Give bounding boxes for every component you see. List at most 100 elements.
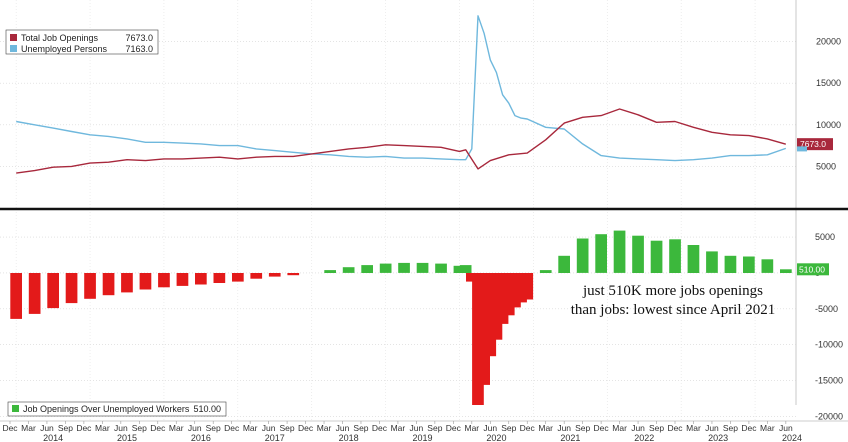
legend-swatch <box>10 45 17 52</box>
bar <box>687 245 700 273</box>
x-month-label: Jun <box>114 423 128 433</box>
x-month-label: Dec <box>224 423 240 433</box>
x-month-label: Jun <box>40 423 54 433</box>
x-month-label: Dec <box>372 423 388 433</box>
bar <box>416 262 429 273</box>
x-month-label: Jun <box>631 423 645 433</box>
x-year-label: 2021 <box>560 433 580 442</box>
top-y-tick-label: 10000 <box>816 120 841 130</box>
x-year-label: 2015 <box>117 433 137 442</box>
x-month-label: Jun <box>779 423 793 433</box>
bottom-legend: Job Openings Over Unemployed Workers 510.… <box>7 401 227 417</box>
x-month-label: Dec <box>150 423 166 433</box>
bottom-y-tick-label: -10000 <box>815 340 843 350</box>
bar <box>28 273 41 314</box>
top-legend: Total Job Openings 7673.0 Unemployed Perso… <box>5 29 159 55</box>
bar <box>459 265 472 273</box>
bar <box>515 273 527 303</box>
bar <box>84 273 96 299</box>
bar <box>232 273 244 282</box>
bottom-panel: 50000-5000-10000-15000-20000 510.00 Job … <box>0 212 843 421</box>
bottom-legend-box <box>7 401 227 417</box>
last-value-marker <box>797 146 807 152</box>
bar <box>176 273 189 286</box>
bar <box>478 273 490 385</box>
bottom-bars <box>10 230 792 405</box>
x-year-label: 2019 <box>413 433 433 442</box>
bar <box>632 235 644 273</box>
bar <box>706 251 718 273</box>
bottom-y-tick-label: -20000 <box>815 411 843 421</box>
bottom-gridlines <box>0 212 796 420</box>
last-value-badge-text: 510.00 <box>799 264 825 274</box>
legend-label: Job Openings Over Unemployed Workers <box>23 404 190 414</box>
bar <box>595 234 607 273</box>
legend-label: Unemployed Persons <box>21 44 108 54</box>
bar <box>490 273 503 340</box>
bar <box>121 273 133 293</box>
bar <box>158 273 170 288</box>
top-y-tick-label: 5000 <box>816 161 836 171</box>
bar <box>743 256 755 273</box>
bar <box>669 239 681 273</box>
top-panel: 5000 10000 15000 20000 7673.0 Total Job Ope… <box>0 0 841 405</box>
annotation-line: just 510K more jobs openings <box>582 283 763 299</box>
bar <box>539 270 552 273</box>
x-month-label: Sep <box>427 423 442 433</box>
x-month-label: Mar <box>21 423 36 433</box>
x-month-label: Sep <box>501 423 516 433</box>
bar <box>472 273 484 405</box>
bar <box>558 255 570 273</box>
x-month-label: Jun <box>262 423 276 433</box>
last-value-badge <box>797 263 829 276</box>
x-month-label: Jun <box>336 423 350 433</box>
x-month-label: Sep <box>132 423 147 433</box>
top-legend-box <box>5 29 159 55</box>
x-month-label: Sep <box>649 423 664 433</box>
x-month-label: Jun <box>188 423 202 433</box>
bar <box>780 269 792 273</box>
x-month-label: Mar <box>686 423 701 433</box>
bar <box>435 263 447 273</box>
x-year-label: 2024 <box>782 433 802 442</box>
bar <box>250 273 263 279</box>
bar <box>324 270 336 273</box>
series-line-unemployed-persons <box>16 15 787 162</box>
bottom-y-tick-label: 5000 <box>815 232 835 242</box>
x-month-label: Dec <box>520 423 536 433</box>
x-year-label: 2014 <box>43 433 63 442</box>
bar <box>102 273 115 296</box>
bar <box>65 273 78 304</box>
bottom-y-axis: 50000-5000-10000-15000-20000 <box>815 232 843 421</box>
x-year-label: 2016 <box>191 433 211 442</box>
bar <box>496 273 509 324</box>
bar <box>502 273 515 316</box>
bar <box>342 267 355 273</box>
bottom-last-value-badge: 510.00 <box>797 263 829 276</box>
x-month-label: Mar <box>612 423 627 433</box>
bar <box>509 273 521 308</box>
x-month-label: Sep <box>353 423 368 433</box>
annotation-line: than jobs: lowest since April 2021 <box>571 302 776 318</box>
x-month-label: Mar <box>317 423 332 433</box>
x-month-label: Sep <box>280 423 295 433</box>
x-month-label: Jun <box>483 423 497 433</box>
x-month-label: Dec <box>446 423 462 433</box>
top-y-tick-label: 20000 <box>816 37 841 47</box>
x-month-label: Sep <box>723 423 738 433</box>
x-month-label: Jun <box>410 423 424 433</box>
x-month-label: Mar <box>243 423 258 433</box>
bar <box>724 255 737 273</box>
bar <box>398 262 410 273</box>
bar <box>10 273 22 319</box>
x-year-label: 2022 <box>634 433 654 442</box>
bar <box>268 273 281 277</box>
bar <box>139 273 152 290</box>
bar <box>287 273 300 276</box>
bar <box>379 263 392 273</box>
x-year-label: 2023 <box>708 433 728 442</box>
bar <box>761 259 774 273</box>
x-year-label: 2018 <box>339 433 359 442</box>
top-last-value-badges: 7673.0 <box>797 138 833 152</box>
